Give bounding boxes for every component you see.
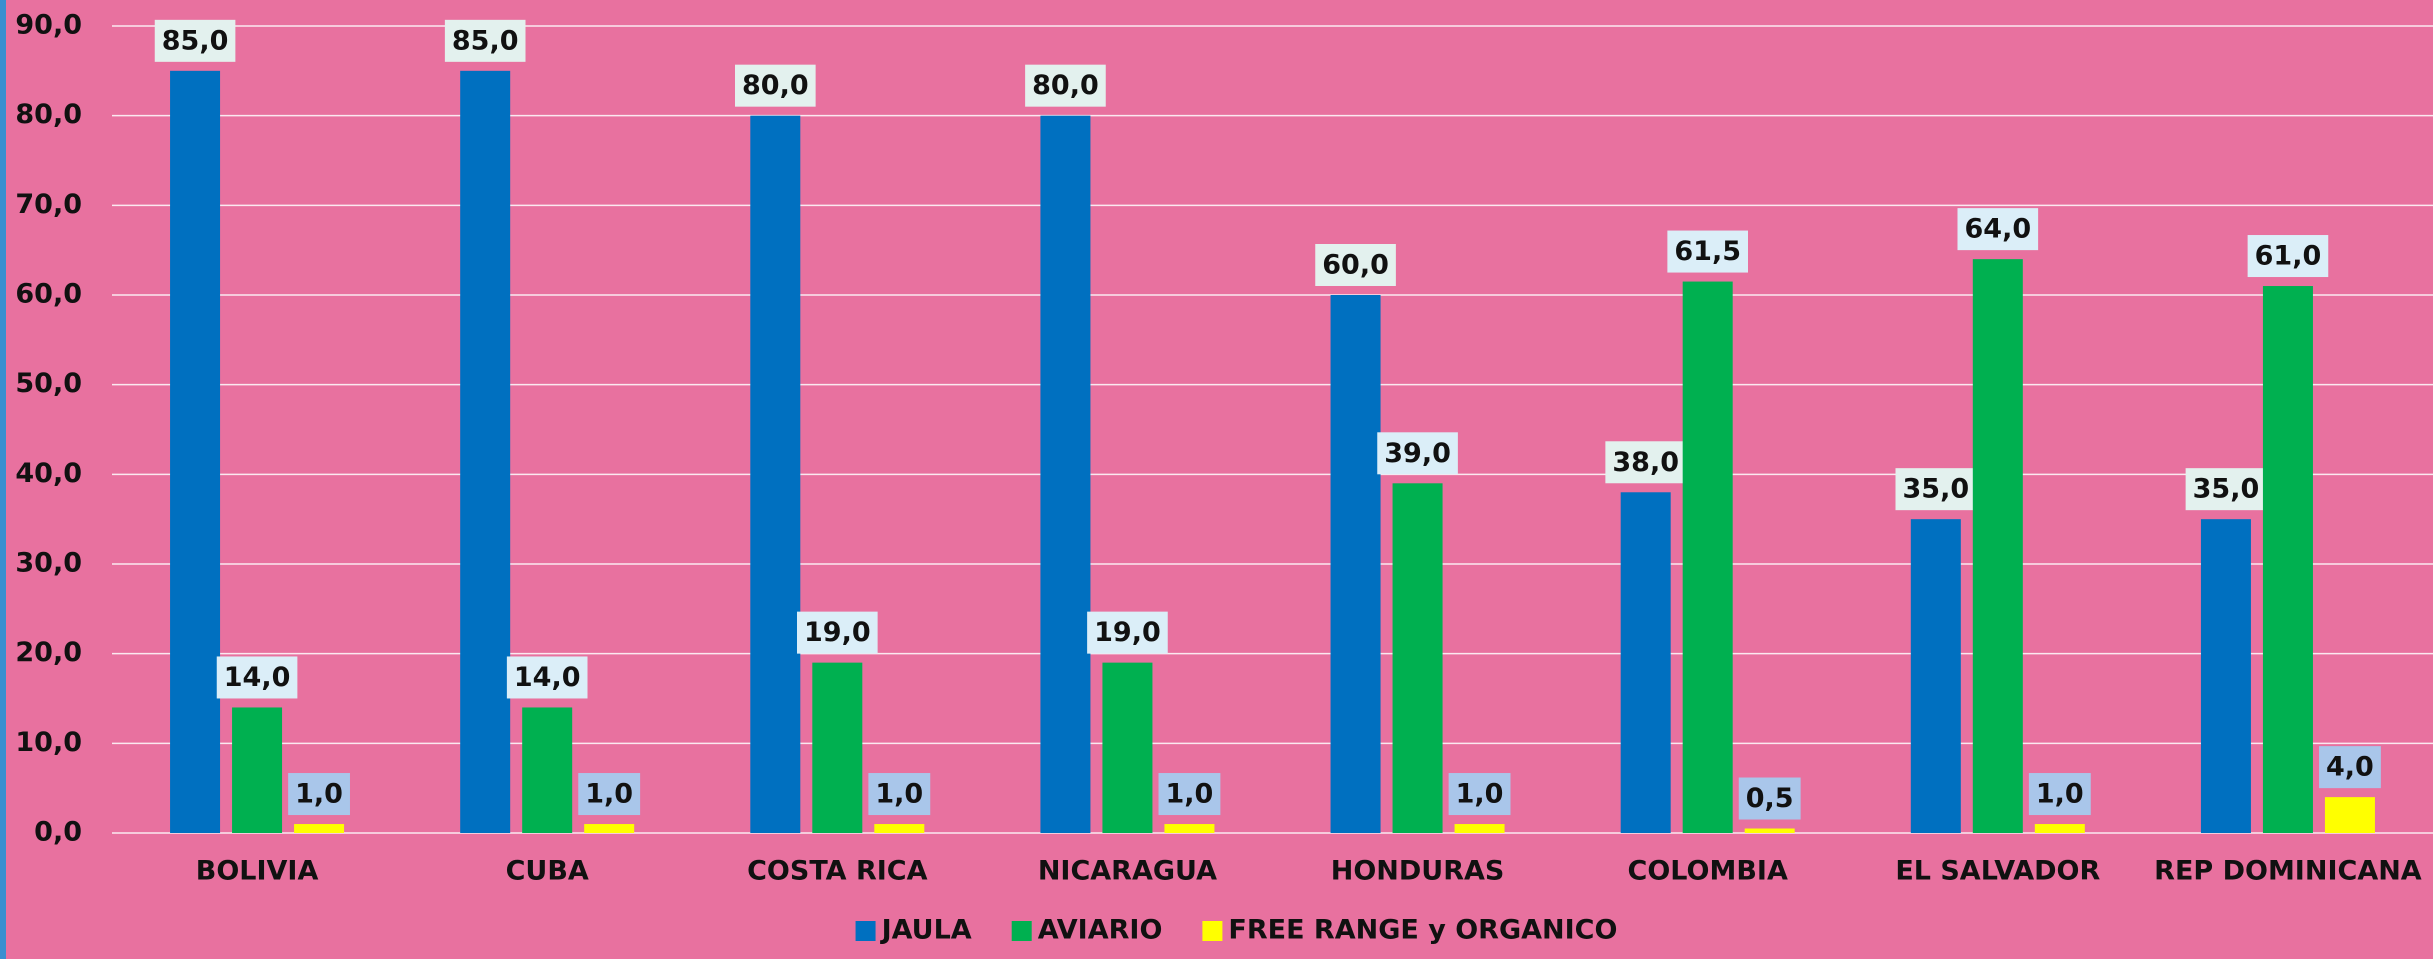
x-tick-label: REP DOMINICANA [2154, 856, 2422, 887]
y-tick-label: 40,0 [15, 458, 82, 489]
bar [1682, 281, 1733, 833]
legend-swatch [855, 921, 876, 941]
x-tick-label: EL SALVADOR [1895, 856, 2100, 887]
data-label: 85,0 [452, 25, 519, 56]
x-tick-label: BOLIVIA [196, 856, 319, 887]
bar [232, 707, 283, 833]
bar [1164, 824, 1215, 833]
data-label-box [1605, 441, 1686, 484]
x-tick-label: NICARAGUA [1038, 856, 1217, 887]
y-tick-label: 60,0 [15, 279, 82, 310]
data-label-box [506, 656, 588, 699]
bar [1910, 519, 1961, 833]
data-label: 80,0 [742, 70, 809, 101]
bar [460, 70, 511, 834]
data-label-box [444, 19, 526, 62]
data-label-box [797, 611, 878, 654]
legend-label: JAULA [880, 915, 972, 946]
data-label: 61,0 [2255, 241, 2322, 272]
data-label: 35,0 [1903, 474, 1970, 505]
data-label: 1,0 [585, 779, 633, 810]
data-label: 85,0 [162, 25, 229, 56]
data-label: 61,5 [1674, 236, 1741, 267]
y-tick-label: 80,0 [15, 99, 82, 130]
y-tick-label: 10,0 [15, 727, 82, 758]
data-label-box [1315, 244, 1396, 286]
data-label: 80,0 [1032, 70, 1099, 101]
bar [2200, 519, 2251, 833]
y-tick-label: 20,0 [15, 637, 82, 668]
bar [2034, 824, 2085, 833]
data-label: 4,0 [2326, 752, 2374, 783]
data-label: 1,0 [2036, 779, 2084, 810]
data-label: 19,0 [804, 617, 871, 648]
data-label-box [1087, 611, 1168, 654]
data-label: 64,0 [1965, 214, 2032, 245]
bar [170, 70, 221, 834]
data-label-box [288, 773, 350, 816]
y-tick-label: 0,0 [34, 817, 82, 848]
y-tick-label: 30,0 [15, 548, 82, 579]
legend-swatch [1202, 921, 1223, 941]
bar [1330, 295, 1381, 833]
bar [750, 115, 801, 833]
data-label-box [1377, 432, 1458, 475]
y-tick-label: 50,0 [15, 368, 82, 399]
bar [1102, 662, 1153, 833]
data-label-box [2185, 468, 2267, 511]
data-label: 1,0 [1166, 779, 1214, 810]
y-tick-label: 70,0 [15, 189, 82, 220]
data-label-box [1895, 468, 1977, 511]
left-edge [0, 0, 6, 959]
bar [812, 662, 863, 833]
bar [294, 824, 345, 833]
bar [1454, 824, 1505, 833]
x-tick-label: CUBA [506, 856, 589, 887]
bar [1040, 115, 1091, 833]
data-label-box [1448, 773, 1511, 816]
legend-label: AVIARIO [1038, 915, 1163, 946]
data-label-box [1025, 64, 1106, 107]
bar [1392, 483, 1443, 833]
data-label: 19,0 [1094, 617, 1161, 648]
bar [2262, 286, 2313, 833]
x-tick-label: HONDURAS [1331, 856, 1505, 887]
data-label-box [1158, 773, 1221, 816]
y-tick-label: 90,0 [15, 10, 82, 41]
data-label: 1,0 [295, 779, 343, 810]
data-label: 0,5 [1746, 783, 1794, 814]
bar [2324, 797, 2375, 833]
data-label-box [216, 656, 298, 699]
bar [1972, 259, 2023, 834]
data-label: 39,0 [1384, 438, 1451, 469]
legend-label: FREE RANGE y ORGANICO [1228, 915, 1617, 946]
x-tick-label: COSTA RICA [747, 856, 927, 887]
bar [522, 707, 573, 833]
bar [874, 824, 925, 833]
data-label: 35,0 [2193, 474, 2260, 505]
data-label-box [2319, 746, 2381, 789]
data-label: 1,0 [875, 779, 923, 810]
data-label-box [578, 773, 641, 816]
data-label-box [2247, 235, 2329, 278]
data-label: 14,0 [224, 662, 291, 693]
data-label: 1,0 [1456, 779, 1504, 810]
bar [584, 824, 635, 833]
data-label-box [154, 19, 236, 62]
legend-swatch [1011, 921, 1032, 941]
data-label-box [1738, 777, 1801, 820]
data-label-box [1957, 208, 2039, 251]
data-label: 38,0 [1612, 447, 1679, 478]
bar [1744, 828, 1795, 833]
data-label: 60,0 [1322, 250, 1389, 281]
data-label-box [735, 64, 816, 107]
bar [1620, 492, 1671, 833]
data-label-box [868, 773, 931, 816]
data-label-box [1667, 230, 1748, 273]
data-label: 14,0 [514, 662, 581, 693]
x-tick-label: COLOMBIA [1628, 856, 1788, 887]
data-label-box [2028, 773, 2091, 816]
